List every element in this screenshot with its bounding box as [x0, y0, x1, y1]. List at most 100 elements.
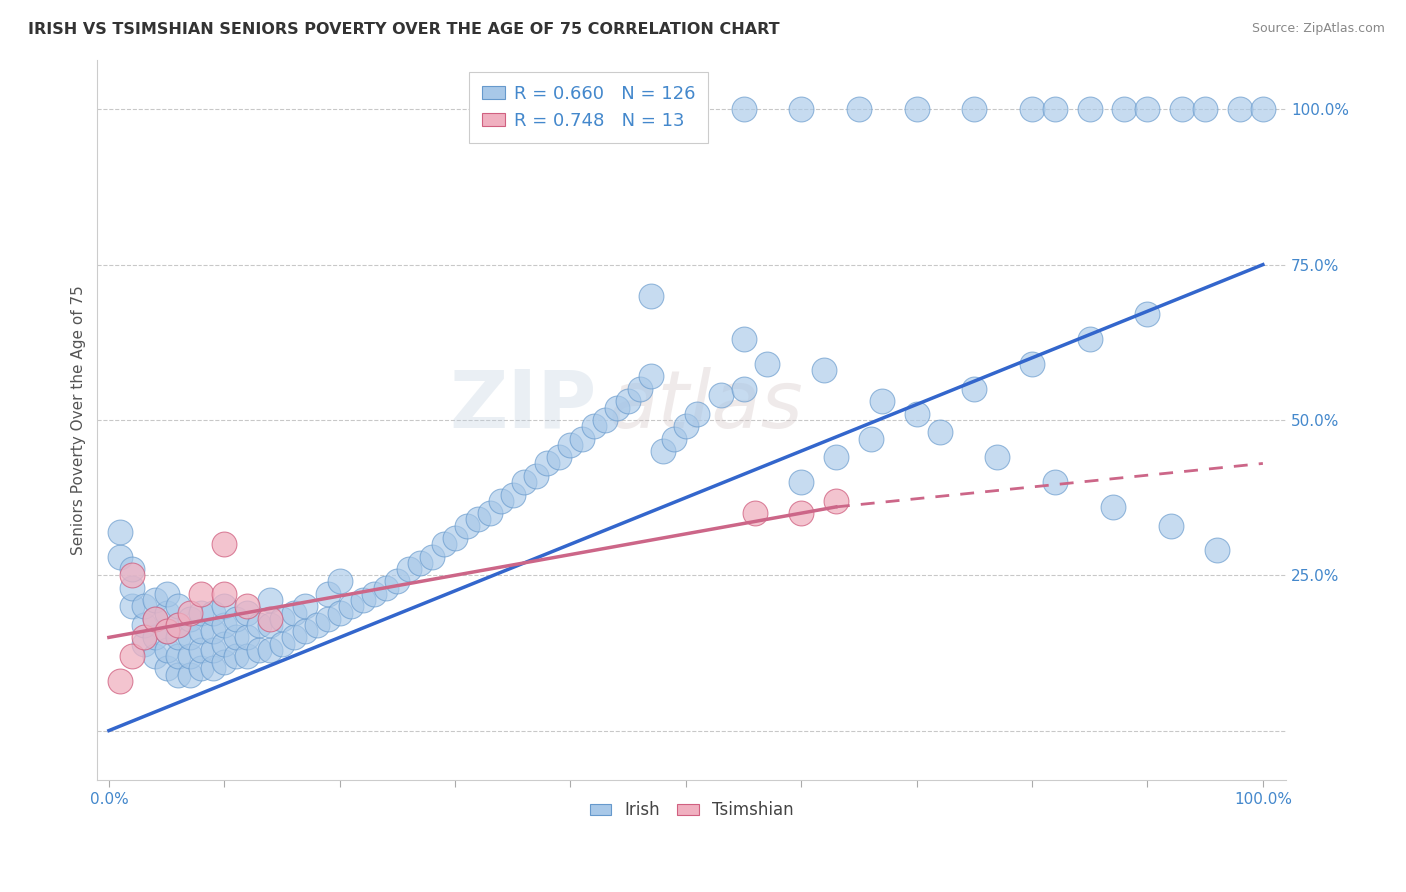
Point: [179, 648, 201, 663]
Point: [132, 599, 155, 614]
Point: [132, 631, 155, 645]
Point: [247, 643, 270, 657]
Point: [963, 382, 986, 396]
Point: [179, 606, 201, 620]
Point: [859, 432, 882, 446]
Point: [190, 587, 212, 601]
Point: [593, 413, 616, 427]
Point: [121, 599, 143, 614]
Point: [582, 419, 605, 434]
Point: [628, 382, 651, 396]
Point: [536, 457, 558, 471]
Point: [167, 648, 190, 663]
Point: [352, 593, 374, 607]
Point: [733, 332, 755, 346]
Point: [305, 618, 328, 632]
Legend: Irish, Tsimshian: Irish, Tsimshian: [583, 795, 800, 826]
Point: [179, 631, 201, 645]
Point: [167, 618, 190, 632]
Point: [214, 637, 236, 651]
Point: [1229, 103, 1251, 117]
Point: [813, 363, 835, 377]
Point: [155, 606, 177, 620]
Point: [190, 643, 212, 657]
Point: [143, 593, 166, 607]
Point: [329, 574, 352, 589]
Point: [132, 637, 155, 651]
Point: [825, 450, 848, 465]
Point: [143, 612, 166, 626]
Text: IRISH VS TSIMSHIAN SENIORS POVERTY OVER THE AGE OF 75 CORRELATION CHART: IRISH VS TSIMSHIAN SENIORS POVERTY OVER …: [28, 22, 780, 37]
Point: [905, 103, 928, 117]
Point: [110, 549, 132, 564]
Point: [825, 493, 848, 508]
Point: [387, 574, 409, 589]
Point: [456, 518, 478, 533]
Point: [143, 631, 166, 645]
Point: [225, 612, 247, 626]
Point: [444, 531, 467, 545]
Point: [1194, 103, 1216, 117]
Point: [1043, 475, 1066, 489]
Point: [491, 493, 513, 508]
Point: [870, 394, 893, 409]
Point: [709, 388, 731, 402]
Point: [640, 288, 662, 302]
Point: [1043, 103, 1066, 117]
Point: [259, 612, 281, 626]
Point: [664, 432, 686, 446]
Point: [316, 587, 339, 601]
Point: [167, 667, 190, 681]
Point: [155, 661, 177, 675]
Point: [259, 618, 281, 632]
Point: [214, 655, 236, 669]
Point: [755, 357, 778, 371]
Point: [283, 606, 305, 620]
Point: [271, 612, 294, 626]
Point: [110, 524, 132, 539]
Point: [143, 612, 166, 626]
Point: [179, 612, 201, 626]
Point: [155, 587, 177, 601]
Point: [271, 637, 294, 651]
Point: [420, 549, 443, 564]
Point: [905, 407, 928, 421]
Point: [121, 568, 143, 582]
Point: [1205, 543, 1227, 558]
Point: [790, 103, 813, 117]
Point: [744, 506, 766, 520]
Point: [155, 624, 177, 639]
Point: [236, 631, 259, 645]
Point: [167, 631, 190, 645]
Point: [606, 401, 628, 415]
Point: [733, 382, 755, 396]
Point: [214, 537, 236, 551]
Point: [790, 475, 813, 489]
Point: [110, 673, 132, 688]
Point: [1251, 103, 1274, 117]
Point: [733, 103, 755, 117]
Point: [340, 599, 363, 614]
Point: [1136, 307, 1159, 321]
Point: [513, 475, 536, 489]
Point: [214, 587, 236, 601]
Point: [1171, 103, 1194, 117]
Point: [155, 643, 177, 657]
Point: [398, 562, 420, 576]
Point: [467, 512, 489, 526]
Point: [686, 407, 709, 421]
Text: atlas: atlas: [609, 367, 803, 444]
Point: [928, 425, 950, 440]
Point: [190, 624, 212, 639]
Point: [167, 599, 190, 614]
Point: [121, 562, 143, 576]
Point: [121, 581, 143, 595]
Point: [201, 661, 224, 675]
Point: [316, 612, 339, 626]
Point: [121, 648, 143, 663]
Point: [143, 648, 166, 663]
Point: [571, 432, 593, 446]
Point: [155, 624, 177, 639]
Point: [986, 450, 1008, 465]
Point: [548, 450, 571, 465]
